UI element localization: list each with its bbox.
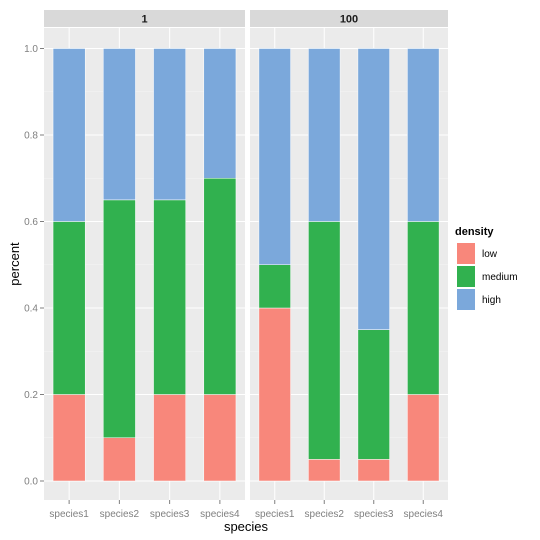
x-tick-label: species2: [305, 509, 345, 520]
legend: density low medium high: [455, 226, 518, 311]
facet-strip-label: 100: [340, 14, 358, 26]
bar-segment-low: [52, 394, 86, 482]
legend-title: density: [455, 226, 494, 238]
legend-key-low: [456, 242, 476, 265]
facet-strip: [250, 10, 448, 27]
bar-segment-low: [258, 307, 291, 482]
facet-panel-1: 1 species1 species2 species3 species4: [44, 10, 245, 520]
facet-strip-label: 1: [141, 14, 147, 26]
facet-strip: [44, 10, 245, 27]
bar-segment-high: [357, 48, 390, 330]
bar-segment-medium: [103, 199, 136, 438]
bar-segment-low: [103, 437, 136, 482]
y-tick-label: 0.8: [24, 131, 38, 142]
y-tick-label: 0.6: [24, 217, 38, 228]
legend-item-medium: medium: [456, 265, 518, 288]
y-tick-label: 0.2: [24, 390, 38, 401]
y-tick-label: 0.4: [24, 304, 38, 315]
bar-segment-medium: [52, 221, 86, 395]
bar-segment-low: [308, 459, 341, 482]
legend-item-high: high: [456, 288, 501, 311]
legend-item-low: low: [456, 242, 498, 265]
facet-panel-100: 100 species1 species2 species3 species4: [250, 10, 448, 520]
x-tick-label: species1: [255, 509, 295, 520]
bar-segment-medium: [407, 221, 440, 395]
bar-segment-medium: [153, 199, 186, 395]
y-tick-label: 0.0: [24, 477, 38, 488]
y-axis-title: percent: [7, 242, 22, 286]
bar-segment-high: [52, 48, 86, 222]
bar-segment-high: [308, 48, 341, 222]
x-axis-title: species: [224, 519, 269, 534]
y-axis: 0.0 0.2 0.4 0.6 0.8 1.0: [24, 44, 44, 488]
legend-label: medium: [482, 272, 518, 283]
bar-segment-medium: [308, 221, 341, 460]
bar-segment-high: [258, 48, 291, 265]
bar-segment-low: [357, 459, 390, 482]
x-tick-label: species4: [200, 509, 240, 520]
x-tick-label: species1: [49, 509, 89, 520]
y-tick-label: 1.0: [24, 44, 38, 55]
bar-segment-medium: [258, 264, 291, 309]
legend-key-high: [456, 288, 476, 311]
bar-segment-medium: [357, 329, 390, 460]
bar-segment-high: [407, 48, 440, 222]
x-tick-label: species4: [404, 509, 444, 520]
bar-segment-low: [203, 394, 237, 482]
legend-label: high: [482, 295, 501, 306]
x-tick-label: species3: [150, 509, 190, 520]
bar-segment-high: [153, 48, 186, 201]
bar-segment-low: [407, 394, 440, 482]
bar-segment-low: [153, 394, 186, 482]
x-tick-label: species3: [354, 509, 394, 520]
x-tick-label: species2: [100, 509, 140, 520]
bar-segment-medium: [203, 178, 237, 395]
legend-label: low: [482, 249, 498, 260]
bar-segment-high: [203, 48, 237, 179]
bar-segment-high: [103, 48, 136, 201]
legend-key-medium: [456, 265, 476, 288]
